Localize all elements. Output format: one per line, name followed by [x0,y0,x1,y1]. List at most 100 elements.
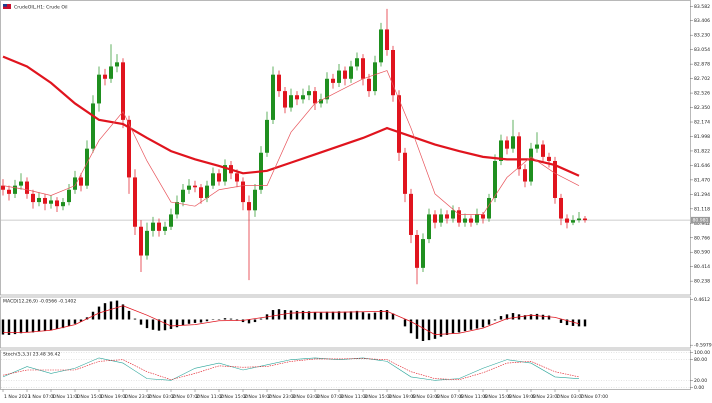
candle-body [55,200,59,207]
candle-body [475,214,479,223]
y-tick-label: 80.414 [694,264,710,270]
moving-average [2,55,580,177]
macd-bar [505,314,509,320]
macd-bar [295,310,299,320]
macd-bar [559,319,563,323]
candle-body [127,119,131,178]
macd-bar [199,319,203,323]
y-tick-label: 82.702 [694,76,710,82]
macd-bar [421,319,425,341]
candle-body [109,66,113,79]
macd-bar [115,300,119,320]
candle-body [67,189,71,203]
y-tick-label: 80.00 [694,357,707,363]
candle-body [121,62,125,120]
x-tick-label: 6 Nov 11:00 [460,394,488,400]
macd-bar [133,318,137,320]
candle-body [529,148,533,182]
candle-body [1,185,5,190]
macd-bar [355,310,359,320]
candle-body [511,136,515,149]
macd-pane-frame [0,296,691,349]
macd-bar [571,319,575,326]
candle-body [415,234,419,268]
macd-bar [349,311,353,320]
macd-bar [457,319,461,333]
macd-bar [481,319,485,328]
x-tick-label: 1 Nov 23:00 [124,394,152,400]
macd-bar [391,313,395,320]
macd-bar [313,312,317,320]
candle-body [421,239,425,268]
macd-bar [529,314,533,320]
y-tick-label: 0.4612 [694,297,710,303]
macd-bar [583,319,587,327]
current-price-label: 80.981 [693,218,709,224]
candle-body [469,218,473,223]
macd-bar [409,319,413,334]
macd-bar [283,310,287,320]
x-tick-label: 3 Nov 07:00 [316,394,344,400]
x-tick-label: 3 Nov 19:00 [388,394,416,400]
candle-body [577,218,581,221]
x-tick-label: 6 Nov 15:00 [484,394,512,400]
macd-bar [145,319,149,329]
candle-body [379,29,383,63]
y-tick-label: 81.646 [694,163,710,169]
candle-body [535,144,539,149]
macd-bar [229,318,233,320]
macd-bar [511,313,515,320]
macd-bar [25,319,29,333]
price-pane-frame [0,0,691,296]
y-tick-label: 0.00 [694,385,704,391]
y-tick-label: 83.406 [694,18,710,24]
candle-body [385,29,389,51]
stoch-title: Stoch(5,3,3) 23.48 36.42 [3,352,61,358]
macd-bar [451,319,455,334]
macd-bar [577,319,581,327]
macd-bar [259,318,263,320]
macd-bar [487,319,491,325]
candle-body [547,156,551,161]
macd-bar [37,319,41,332]
candle-body [91,103,95,149]
x-tick-label: 1 Nov 07:00 [28,394,56,400]
macd-bar [337,311,341,320]
macd-bar [241,319,245,323]
candle-body [133,177,137,227]
macd-bar [331,311,335,320]
macd-bar [73,319,77,324]
candle-body [7,189,11,194]
y-tick-label: 82.878 [694,62,710,68]
candle-body [361,58,365,79]
macd-bar [475,319,479,329]
candle-body [457,210,461,223]
macd-bar [223,318,227,320]
candle-body [481,214,485,219]
stoch-pane-frame [0,349,691,390]
y-tick-label: 82.526 [694,91,710,97]
candle-body [295,95,299,100]
candle-body [43,197,47,204]
macd-bar [55,319,59,329]
macd-bar [289,310,293,320]
macd-bar [535,313,539,320]
macd-bar [175,319,179,328]
y-tick-label: 81.470 [694,177,710,183]
macd-bar [43,319,47,331]
macd-bar [373,312,377,320]
macd-bar [109,301,113,320]
macd-bar [235,319,239,321]
macd-bar [193,319,197,323]
candle-body [355,58,359,67]
macd-title: MACD(12,26,9) -0.0566 -0.1402 [3,299,76,305]
candle-body [343,70,347,79]
x-tick-label: 3 Nov 15:00 [364,394,392,400]
candle-body [151,222,155,231]
candle-body [427,214,431,240]
candle-body [169,214,173,227]
candle-body [13,185,17,194]
x-tick-label: 3 Nov 11:00 [340,394,368,400]
candle-body [265,119,269,153]
macd-bar [565,319,569,326]
